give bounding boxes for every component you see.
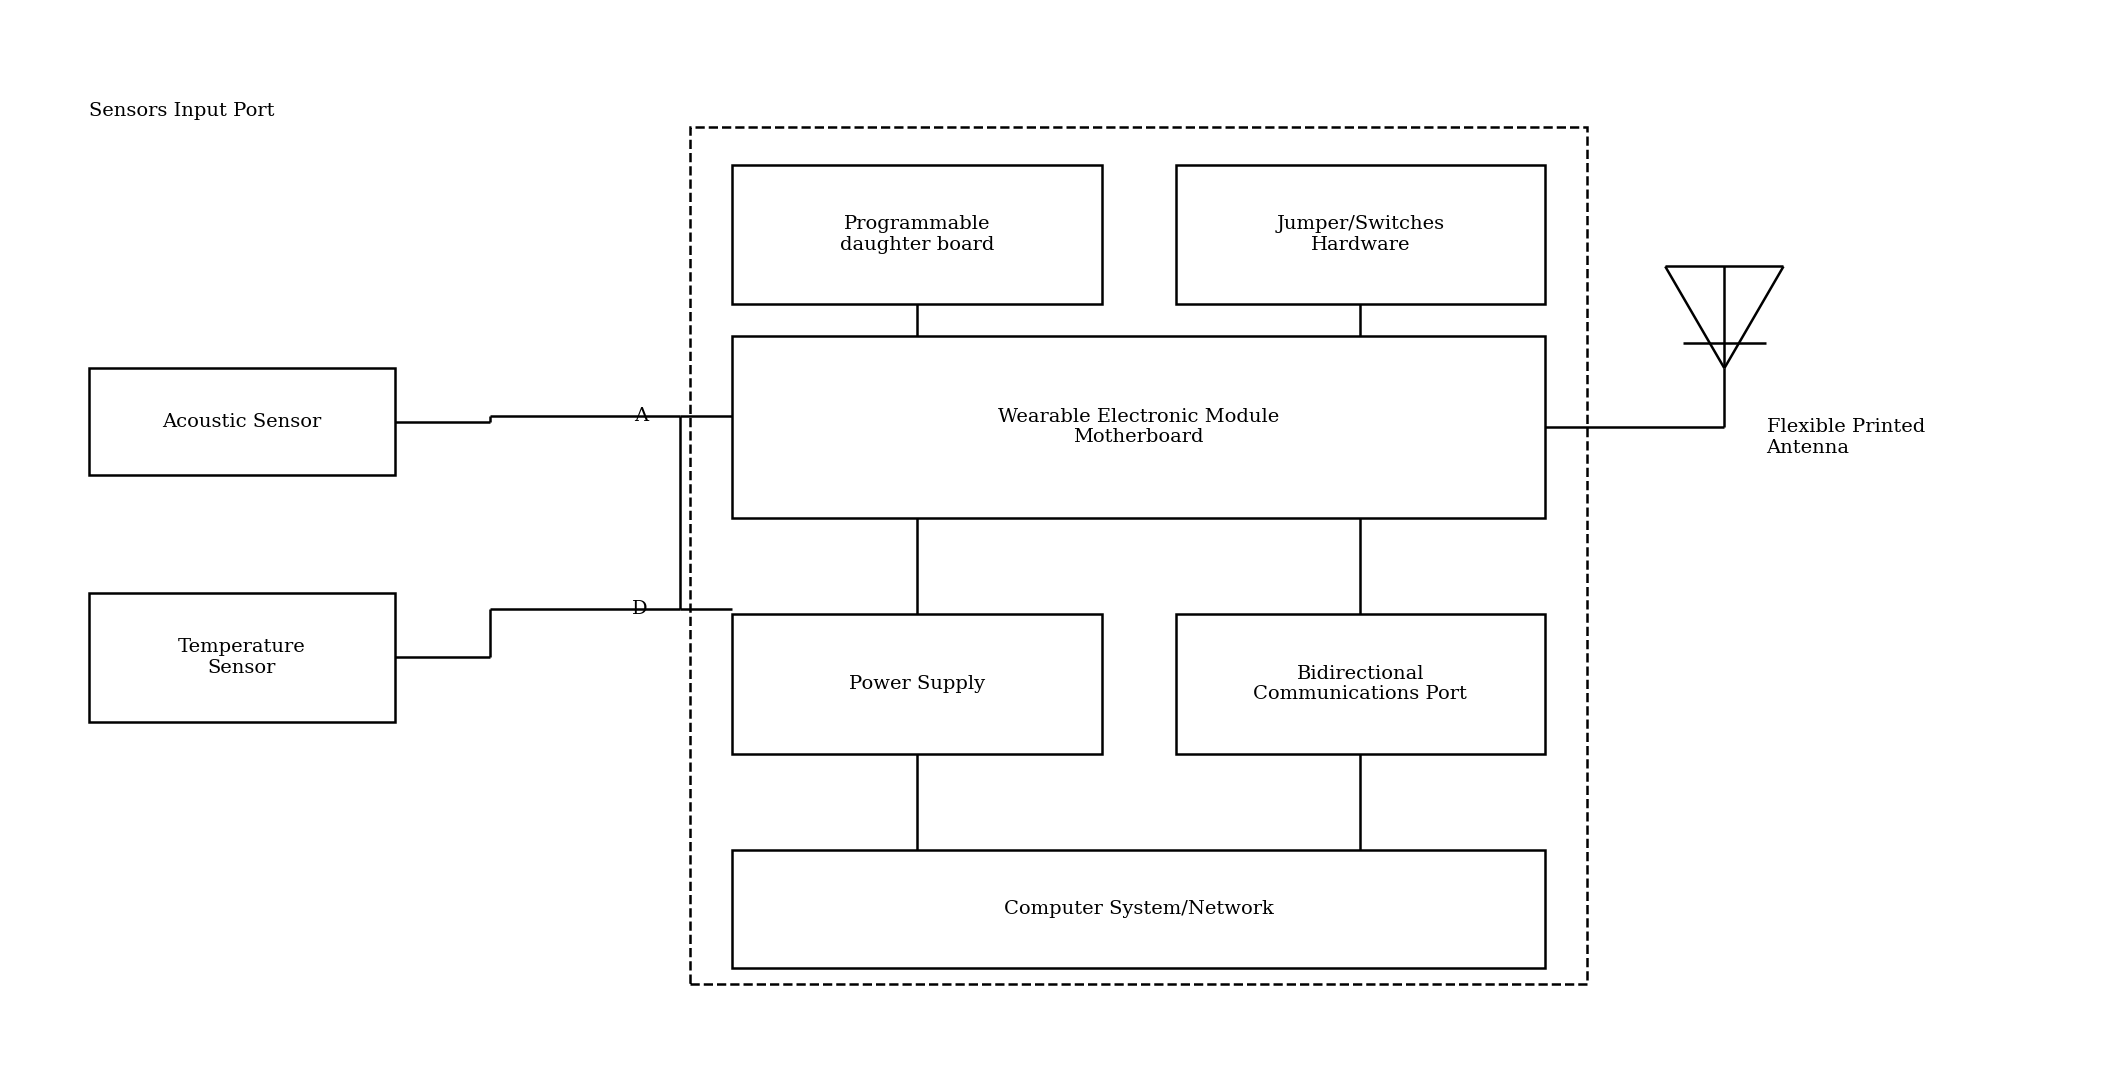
- Text: Power Supply: Power Supply: [850, 675, 985, 693]
- Text: Computer System/Network: Computer System/Network: [1004, 900, 1274, 918]
- Text: D: D: [631, 600, 648, 618]
- Bar: [733, 165, 1102, 304]
- Text: Programmable
daughter board: Programmable daughter board: [839, 215, 994, 254]
- Bar: [1176, 165, 1545, 304]
- Bar: [1176, 614, 1545, 753]
- Text: Temperature
Sensor: Temperature Sensor: [178, 638, 305, 677]
- Text: Jumper/Switches
Hardware: Jumper/Switches Hardware: [1276, 215, 1445, 254]
- Bar: [89, 593, 394, 722]
- Bar: [89, 368, 394, 475]
- Text: Acoustic Sensor: Acoustic Sensor: [161, 413, 322, 431]
- Text: Flexible Printed
Antenna: Flexible Printed Antenna: [1767, 419, 1924, 457]
- Text: Sensors Input Port: Sensors Input Port: [89, 103, 273, 120]
- Bar: [691, 127, 1587, 984]
- Text: Bidirectional
Communications Port: Bidirectional Communications Port: [1252, 665, 1466, 704]
- Text: Wearable Electronic Module
Motherboard: Wearable Electronic Module Motherboard: [998, 408, 1280, 447]
- Bar: [733, 614, 1102, 753]
- Bar: [733, 336, 1545, 518]
- Bar: [733, 850, 1545, 968]
- Text: A: A: [634, 408, 648, 425]
